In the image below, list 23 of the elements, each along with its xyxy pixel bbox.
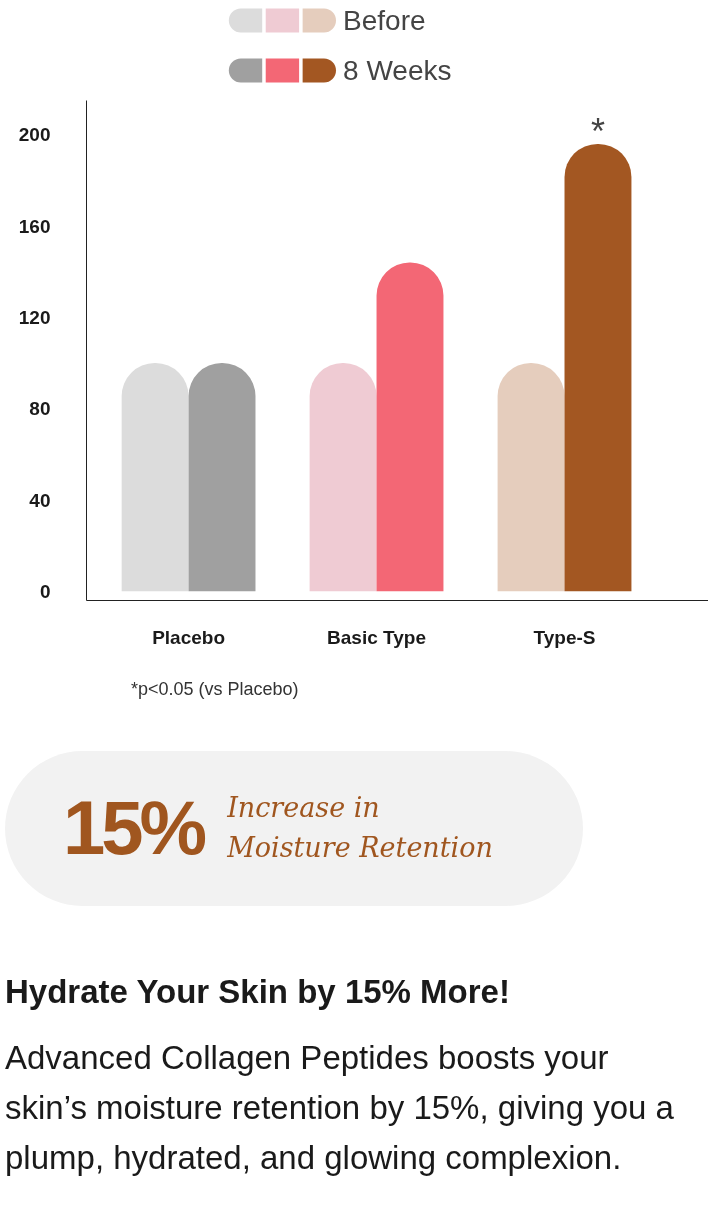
bar — [121, 363, 189, 592]
y-tick-label: 0 — [39, 580, 51, 602]
bar — [564, 143, 632, 592]
x-tick-label: Placebo — [152, 626, 226, 648]
y-tick-label: 200 — [18, 124, 51, 146]
y-tick-label: 80 — [29, 398, 51, 420]
bar — [376, 262, 444, 592]
y-tick-label: 40 — [29, 489, 51, 511]
x-tick-label: Basic Type — [327, 626, 427, 648]
text: Increase in Moisture Retention — [227, 791, 494, 866]
text: Advanced Collagen Peptides boosts your skin’s moisture retention by 15%, giving you a plump, hydrated, and glowing complexion. — [5, 1037, 675, 1178]
annotation: * — [590, 110, 605, 152]
text: *p<0.05 (vs Placebo) — [131, 678, 299, 701]
text: Hydrate Your Skin by 15% More! — [5, 971, 510, 1012]
y-tick-label: 160 — [18, 215, 51, 237]
legend-label: Before — [343, 5, 426, 36]
bar — [309, 363, 377, 592]
y-tick-label: 120 — [18, 306, 51, 328]
text: 15% — [63, 783, 204, 872]
legend-label: 8 Weeks — [343, 55, 452, 86]
x-tick-label: Type-S — [533, 626, 596, 648]
bar — [497, 363, 565, 592]
bar — [188, 363, 256, 592]
